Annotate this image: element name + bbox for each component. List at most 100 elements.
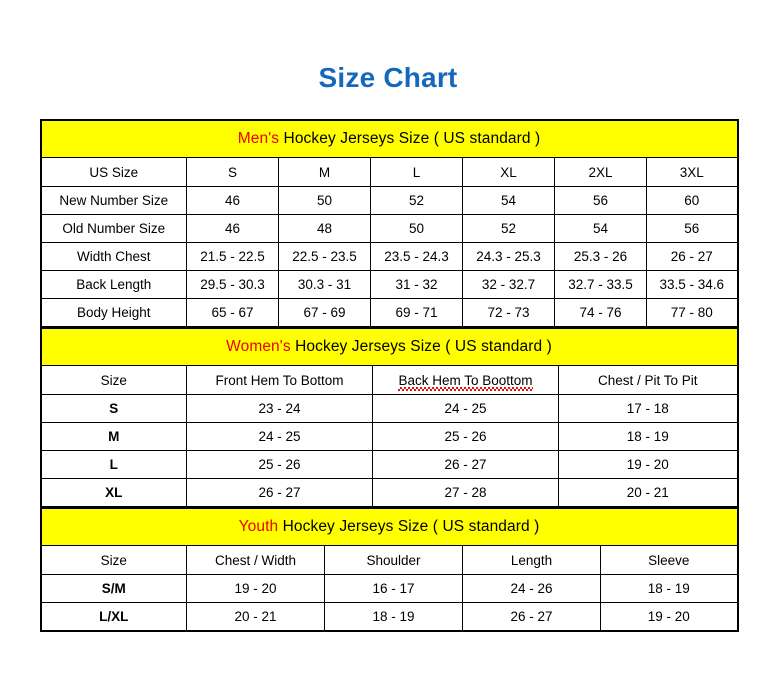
- womens-cell: 24 - 25: [372, 394, 559, 424]
- mens-header-row: US Size S M L XL 2XL 3XL: [40, 157, 739, 188]
- womens-banner-accent: Women's: [226, 338, 291, 356]
- mens-cell: 60: [645, 186, 739, 216]
- table-row: Body Height 65 - 67 67 - 69 69 - 71 72 -…: [40, 298, 739, 328]
- mens-header-cell: M: [278, 157, 371, 188]
- mens-cell: 50: [370, 214, 463, 244]
- mens-cell: 56: [645, 214, 739, 244]
- mens-cell: 56: [554, 186, 647, 216]
- womens-cell: 25 - 26: [372, 422, 559, 452]
- mens-header-cell: L: [370, 157, 463, 188]
- mens-cell: 46: [186, 214, 279, 244]
- mens-cell: 54: [554, 214, 647, 244]
- mens-cell: 25.3 - 26: [554, 242, 647, 272]
- womens-cell: 26 - 27: [186, 478, 373, 508]
- mens-cell: 30.3 - 31: [278, 270, 371, 300]
- mens-cell: 52: [462, 214, 555, 244]
- mens-cell: 65 - 67: [186, 298, 279, 328]
- mens-row-label: Width Chest: [40, 242, 187, 272]
- womens-cell: 25 - 26: [186, 450, 373, 480]
- womens-banner-rest: Hockey Jerseys Size ( US standard ): [290, 338, 552, 356]
- mens-header-cell: 3XL: [645, 157, 739, 188]
- youth-header-row: Size Chest / Width Shoulder Length Sleev…: [40, 545, 739, 576]
- mens-cell: 24.3 - 25.3: [462, 242, 555, 272]
- womens-cell: 20 - 21: [557, 478, 739, 508]
- womens-size-table: Women's Hockey Jerseys Size ( US standar…: [39, 328, 739, 509]
- womens-cell: 18 - 19: [557, 422, 739, 452]
- womens-size-label: S: [40, 394, 187, 424]
- mens-cell: 74 - 76: [554, 298, 647, 328]
- table-row: Back Length 29.5 - 30.3 30.3 - 31 31 - 3…: [40, 270, 739, 300]
- page-title-text: Size Chart: [318, 62, 458, 93]
- womens-header-row: Size Front Hem To Bottom Back Hem To Boo…: [40, 365, 739, 396]
- youth-cell: 20 - 21: [186, 602, 325, 632]
- mens-header-cell: US Size: [40, 157, 187, 188]
- mens-row-label: Back Length: [40, 270, 187, 300]
- mens-cell: 31 - 32: [370, 270, 463, 300]
- mens-cell: 22.5 - 23.5: [278, 242, 371, 272]
- womens-header-cell: Size: [40, 365, 187, 396]
- mens-cell: 72 - 73: [462, 298, 555, 328]
- mens-cell: 46: [186, 186, 279, 216]
- womens-banner-row: Women's Hockey Jerseys Size ( US standar…: [39, 328, 739, 367]
- mens-cell: 29.5 - 30.3: [186, 270, 279, 300]
- womens-size-label: XL: [40, 478, 187, 508]
- mens-cell: 52: [370, 186, 463, 216]
- womens-cell: 24 - 25: [186, 422, 373, 452]
- mens-cell: 23.5 - 24.3: [370, 242, 463, 272]
- table-row: Old Number Size 46 48 50 52 54 56: [40, 214, 739, 244]
- mens-size-table: Men's Hockey Jerseys Size ( US standard …: [39, 119, 739, 329]
- womens-header-cell: Front Hem To Bottom: [186, 365, 373, 396]
- table-row: S 23 - 24 24 - 25 17 - 18: [40, 394, 739, 424]
- youth-banner-rest: Hockey Jerseys Size ( US standard ): [278, 518, 540, 536]
- womens-cell: 26 - 27: [372, 450, 559, 480]
- mens-cell: 48: [278, 214, 371, 244]
- mens-cell: 77 - 80: [645, 298, 739, 328]
- youth-cell: 18 - 19: [599, 574, 739, 604]
- mens-header-cell: 2XL: [554, 157, 647, 188]
- mens-cell: 69 - 71: [370, 298, 463, 328]
- youth-cell: 18 - 19: [324, 602, 463, 632]
- womens-header-cell: Chest / Pit To Pit: [557, 365, 739, 396]
- mens-cell: 67 - 69: [278, 298, 371, 328]
- youth-banner-row: Youth Hockey Jerseys Size ( US standard …: [39, 508, 739, 547]
- youth-cell: 19 - 20: [186, 574, 325, 604]
- womens-size-label: M: [40, 422, 187, 452]
- mens-banner: Men's Hockey Jerseys Size ( US standard …: [39, 119, 739, 159]
- spellcheck-underline-text: Back Hem To Boottom: [398, 372, 533, 391]
- youth-header-cell: Chest / Width: [186, 545, 325, 576]
- youth-cell: 26 - 27: [462, 602, 601, 632]
- size-chart-tables: Men's Hockey Jerseys Size ( US standard …: [39, 119, 739, 633]
- womens-banner: Women's Hockey Jerseys Size ( US standar…: [39, 328, 739, 367]
- table-row: Width Chest 21.5 - 22.5 22.5 - 23.5 23.5…: [40, 242, 739, 272]
- mens-cell: 54: [462, 186, 555, 216]
- youth-banner: Youth Hockey Jerseys Size ( US standard …: [39, 508, 739, 547]
- mens-cell: 26 - 27: [645, 242, 739, 272]
- womens-header-cell-misspelled: Back Hem To Boottom: [372, 365, 559, 396]
- womens-cell: 19 - 20: [557, 450, 739, 480]
- mens-cell: 33.5 - 34.6: [645, 270, 739, 300]
- table-row: L 25 - 26 26 - 27 19 - 20: [40, 450, 739, 480]
- table-row: M 24 - 25 25 - 26 18 - 19: [40, 422, 739, 452]
- youth-banner-accent: Youth: [238, 518, 279, 536]
- table-row: XL 26 - 27 27 - 28 20 - 21: [40, 478, 739, 508]
- youth-header-cell: Length: [462, 545, 601, 576]
- mens-row-label: Body Height: [40, 298, 187, 328]
- youth-cell: 24 - 26: [462, 574, 601, 604]
- mens-row-label: Old Number Size: [40, 214, 187, 244]
- youth-header-cell: Shoulder: [324, 545, 463, 576]
- youth-header-cell: Sleeve: [599, 545, 739, 576]
- womens-cell: 17 - 18: [557, 394, 739, 424]
- table-row: L/XL 20 - 21 18 - 19 26 - 27 19 - 20: [40, 602, 739, 632]
- mens-header-cell: XL: [462, 157, 555, 188]
- youth-cell: 16 - 17: [324, 574, 463, 604]
- mens-header-cell: S: [186, 157, 279, 188]
- mens-banner-row: Men's Hockey Jerseys Size ( US standard …: [39, 119, 739, 159]
- womens-cell: 23 - 24: [186, 394, 373, 424]
- womens-cell: 27 - 28: [372, 478, 559, 508]
- table-row: S/M 19 - 20 16 - 17 24 - 26 18 - 19: [40, 574, 739, 604]
- youth-size-table: Youth Hockey Jerseys Size ( US standard …: [39, 508, 739, 633]
- table-row: New Number Size 46 50 52 54 56 60: [40, 186, 739, 216]
- mens-cell: 21.5 - 22.5: [186, 242, 279, 272]
- mens-row-label: New Number Size: [40, 186, 187, 216]
